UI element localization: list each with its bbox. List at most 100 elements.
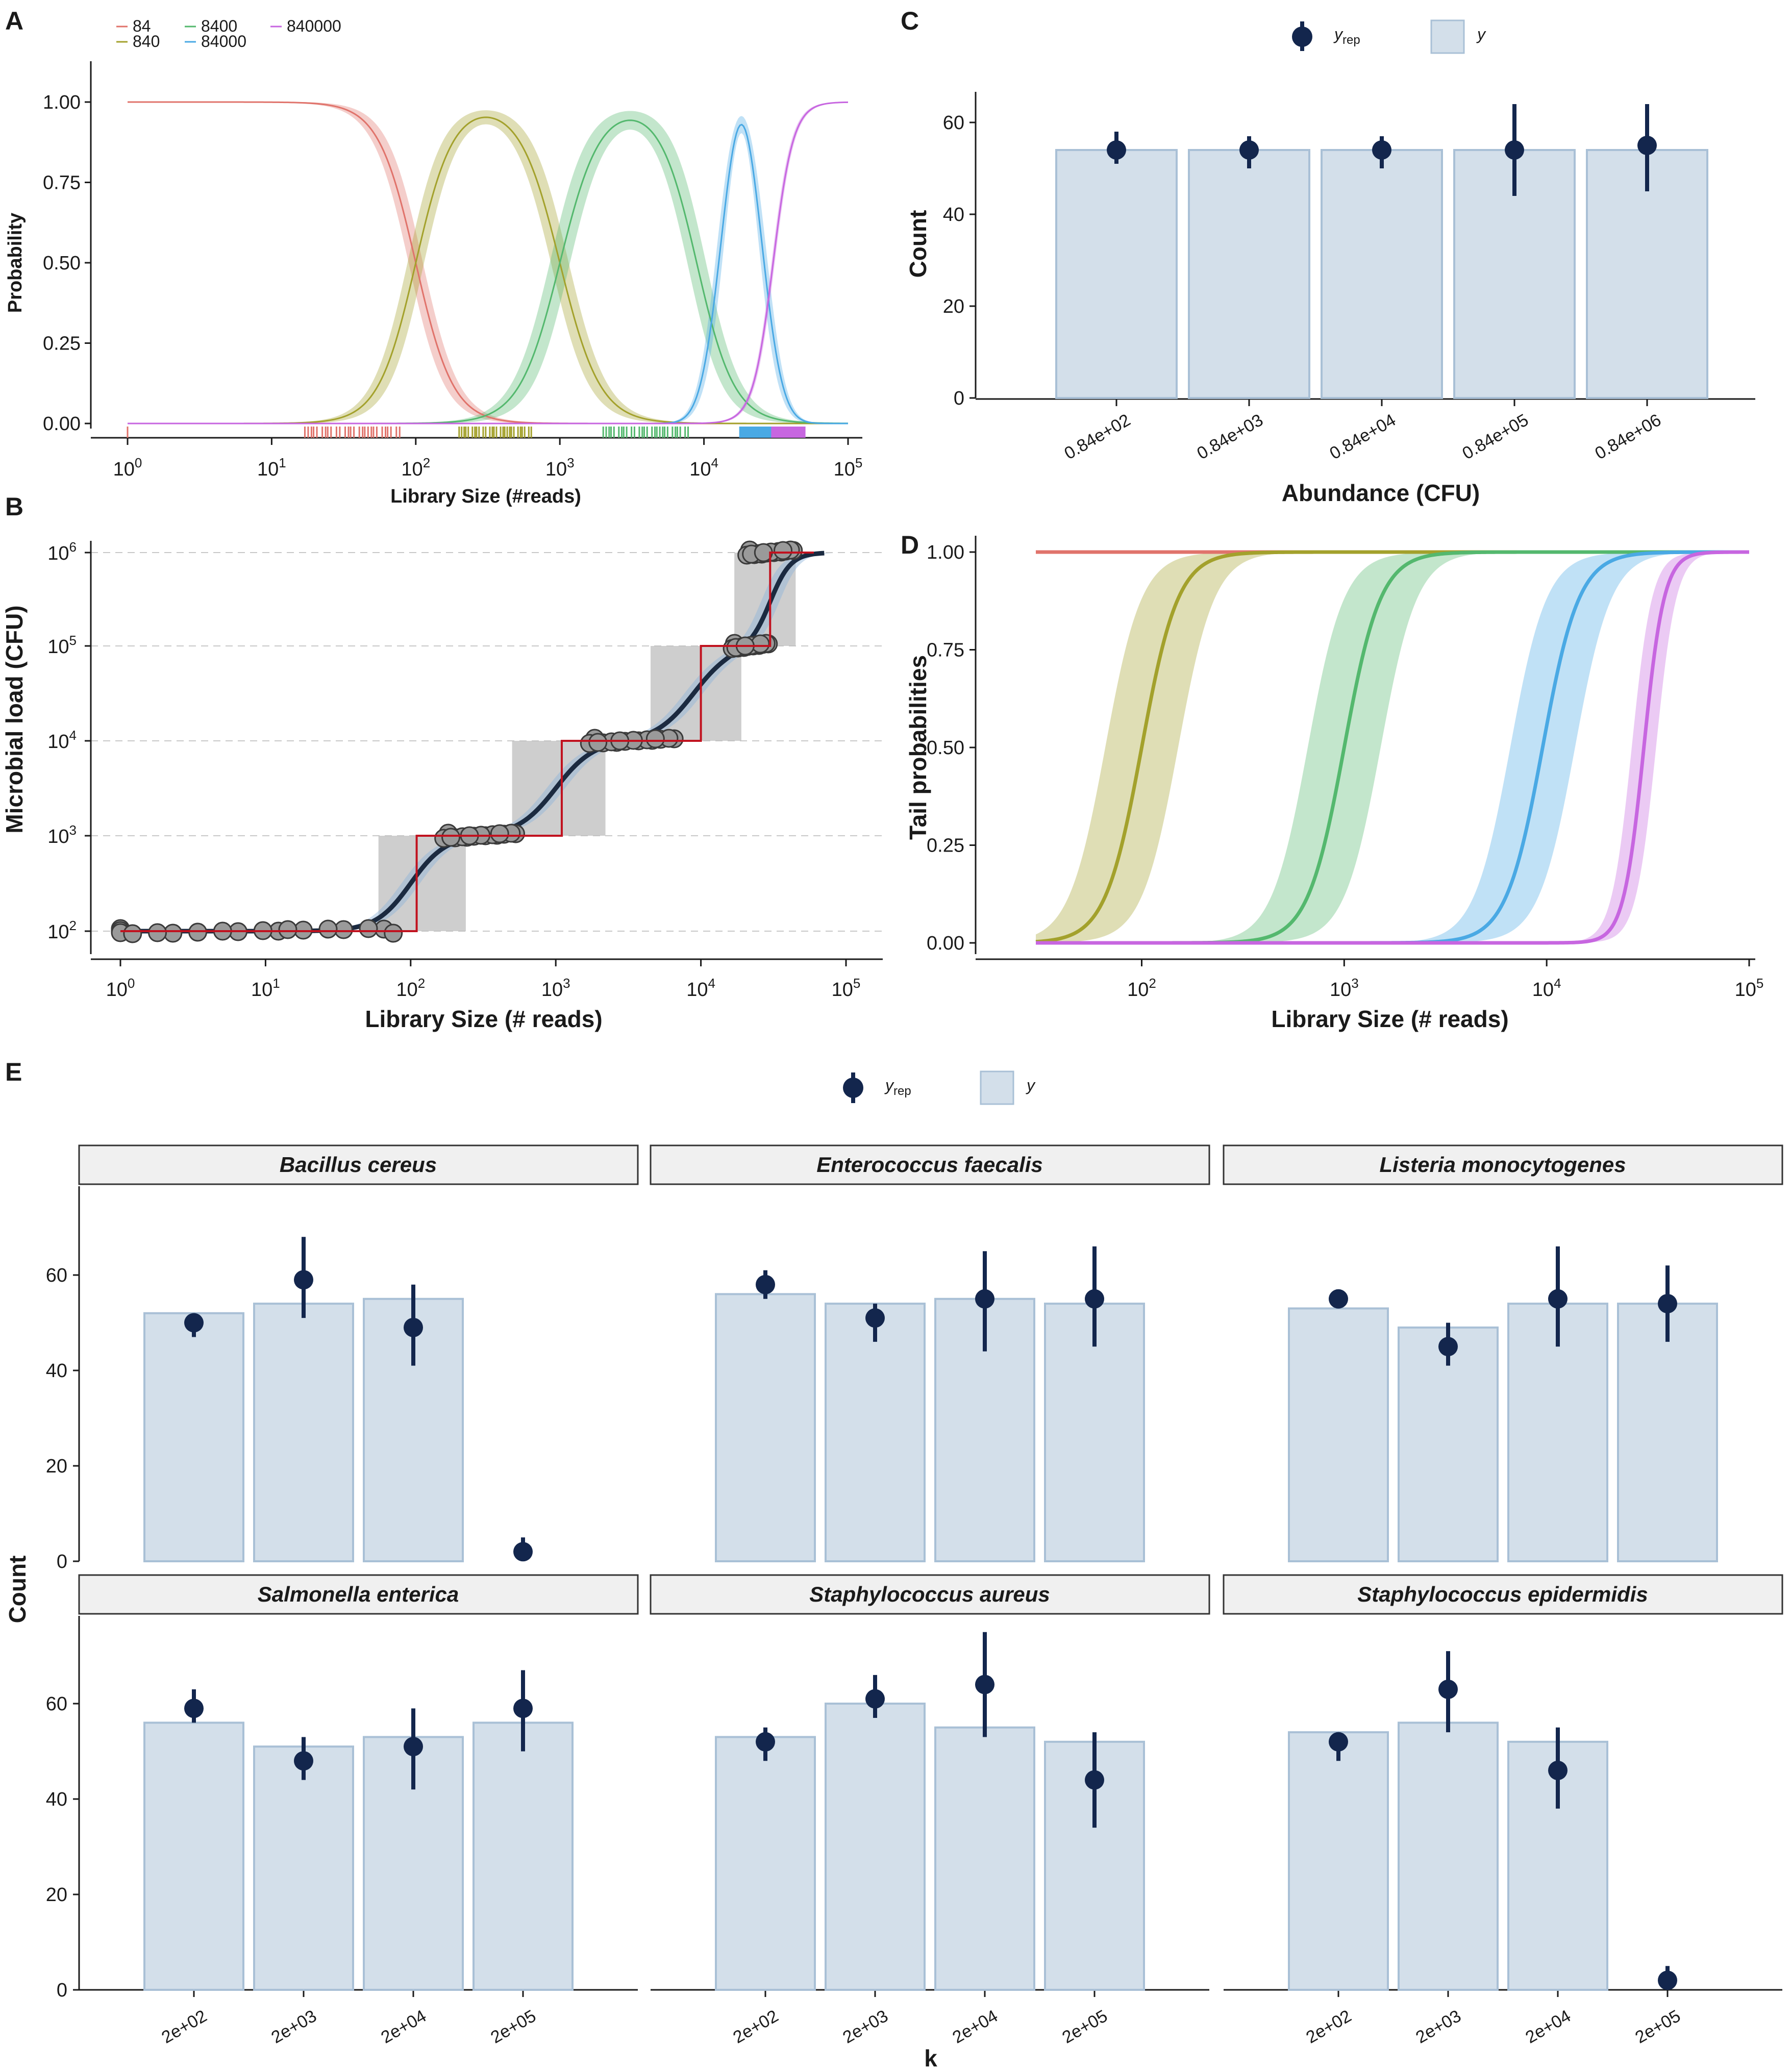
facet-point: [404, 1737, 423, 1757]
panel-a-lines: [128, 101, 849, 425]
grey-box: [378, 836, 466, 931]
facet-bar: [143, 1721, 244, 1991]
panel-c-point: [1239, 140, 1259, 160]
band-3: [1036, 552, 1749, 943]
x-tick-label: 2e+04: [949, 2006, 1001, 2048]
band-84: [128, 102, 848, 423]
facet-point: [513, 1542, 533, 1562]
data-point: [278, 920, 297, 939]
facet-points: [1329, 1246, 1677, 1366]
panel-b-label: B: [5, 492, 23, 521]
panel-c-y-ticks: 0 20 40 60: [943, 112, 976, 409]
line-84000: [128, 123, 849, 425]
facet-bars: [1288, 1721, 1608, 1991]
x-tick-label-base: 10: [832, 979, 853, 1001]
facet-staphylococcus-aureus: Staphylococcus aureus 2e+02 2e+03 2e+04 2e+0…: [650, 1574, 1210, 2048]
x-tick-label: 102: [1127, 976, 1156, 1001]
facet-salmonella-enterica: Salmonella enterica 0 20 40 60 2e+02 2e+03 2e+0…: [46, 1574, 639, 2048]
y-tick-label-exp: 5: [69, 633, 77, 648]
x-tick-label-base: 10: [257, 459, 279, 480]
line-840000: [128, 101, 849, 425]
x-tick-label: 2e+03: [268, 2006, 320, 2048]
x-tick-label: 2e+03: [839, 2006, 891, 2048]
x-tick-label: 105: [1735, 976, 1764, 1001]
data-point: [645, 729, 665, 748]
y-tick-label-exp: 3: [69, 822, 77, 838]
facet-point: [513, 1699, 533, 1718]
x-tick-label: 105: [834, 455, 863, 480]
facet-staphylococcus-epidermidis: Staphylococcus epidermidis 2e+02 2e+03 2e+0…: [1223, 1574, 1783, 2048]
legend-y-swatch: [980, 1070, 1014, 1105]
band-2: [1036, 552, 1749, 943]
x-tick-label-exp: 2: [418, 976, 425, 991]
x-tick-label-exp: 3: [563, 976, 570, 991]
y-tick-label: 60: [943, 112, 964, 134]
panel-b-step-line: [120, 552, 814, 932]
facet-strip: [650, 1574, 1210, 1615]
legend-rep-point: [843, 1078, 863, 1098]
panel-d-y-ticks: 0.00 0.25 0.50 0.75 1.00: [927, 542, 976, 954]
facet-bar: [825, 1703, 926, 1991]
data-point: [441, 828, 461, 847]
facet-point: [1085, 1289, 1104, 1309]
facet-point: [294, 1751, 313, 1771]
panel-b-y-title: Microbial load (CFU): [1, 605, 28, 833]
data-point: [774, 541, 793, 560]
facet-strip: [78, 1144, 639, 1185]
facet-strip: [650, 1144, 1210, 1185]
panel-e: E yrep y Bacillus cereus 0 20 40 60 Enterococ…: [4, 1058, 1783, 2071]
panel-a-rug: [127, 427, 806, 438]
y-tick-label-base: 10: [47, 543, 69, 564]
x-tick-label-exp: 4: [711, 455, 718, 470]
x-tick-label: 2e+03: [1412, 2006, 1464, 2048]
y-tick-label: 20: [943, 296, 964, 317]
y-tick-label: 60: [46, 1693, 67, 1715]
y-tick-label-base: 10: [47, 636, 69, 658]
facet-bars: [715, 1293, 1145, 1563]
facet-point: [756, 1732, 775, 1752]
x-tick-label-base: 10: [396, 979, 417, 1001]
y-tick-label-exp: 6: [69, 539, 77, 555]
panel-c-point: [1637, 136, 1657, 155]
x-tick-label-base: 10: [545, 459, 567, 480]
y-tick-label: 0.75: [927, 640, 964, 661]
band-8400: [128, 111, 848, 424]
x-tick-label: 0.84e+06: [1591, 410, 1664, 463]
x-tick-label-base: 10: [689, 459, 711, 480]
panel-a-label: A: [5, 7, 23, 35]
x-tick-label-base: 10: [1127, 979, 1149, 1001]
x-tick-label-base: 10: [834, 459, 855, 480]
legend-y-label: y: [1476, 25, 1486, 43]
y-tick-label: 104: [47, 728, 77, 753]
facet-title: Salmonella enterica: [258, 1582, 459, 1606]
legend-label: 8400: [201, 17, 237, 35]
x-tick-label-exp: 1: [279, 455, 286, 470]
x-tick-label: 103: [541, 976, 570, 1001]
panel-d: D 0.000.250.500.751.00 102 103 104 105 Libr…: [901, 531, 1763, 1032]
panel-a-bands: [128, 102, 848, 424]
panel-e-facets: Bacillus cereus 0 20 40 60 Enterococcus faeca…: [46, 1144, 1783, 2048]
line-84: [128, 101, 848, 425]
panel-c-x-ticks: 0.84e+02 0.84e+03 0.84e+04 0.84e+05 0.84e+06: [1061, 399, 1664, 463]
line-4: [1036, 550, 1750, 945]
facet-bar: [934, 1726, 1035, 1991]
facet-point: [1548, 1760, 1568, 1780]
facet-point: [1329, 1732, 1348, 1752]
y-tick-label: 0.25: [43, 333, 81, 355]
x-tick-label: 104: [686, 976, 715, 1001]
panel-c-points: [1107, 104, 1657, 196]
panel-a-y-ticks: 0.00 0.25 0.50 0.75 1.00: [43, 92, 91, 435]
facet-points: [756, 1246, 1104, 1352]
x-tick-label: 2e+05: [1059, 2006, 1111, 2048]
panel-c-point: [1505, 140, 1524, 160]
x-tick-label-base: 10: [106, 979, 128, 1001]
facet-title: Listeria monocytogenes: [1379, 1153, 1626, 1177]
facet-point: [1085, 1770, 1104, 1790]
y-tick-label: 103: [47, 822, 77, 847]
facet-strip: [1223, 1574, 1783, 1615]
x-tick-label: 101: [251, 976, 280, 1001]
x-tick-label-base: 10: [401, 459, 422, 480]
facet-point: [1438, 1337, 1458, 1357]
line-8400: [128, 119, 849, 425]
